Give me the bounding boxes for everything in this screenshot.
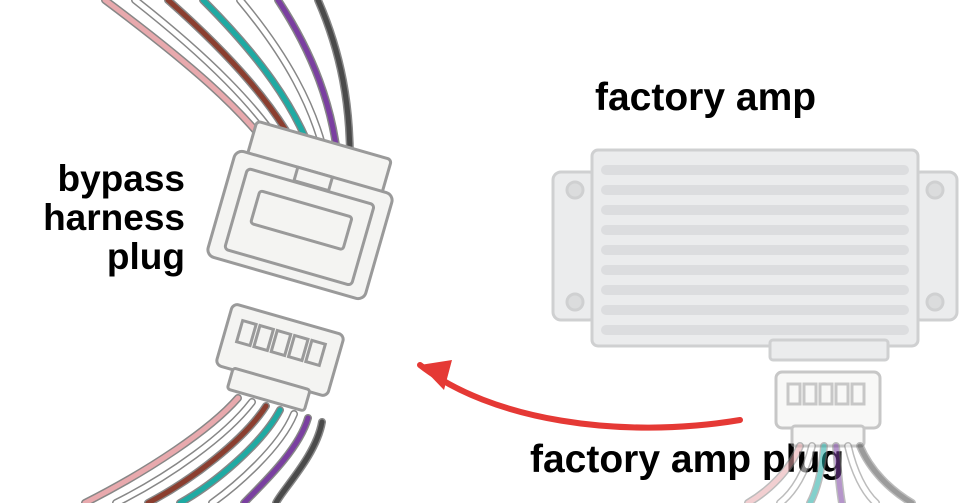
diagram-canvas: bypass harness plug factory amp factory … — [0, 0, 978, 503]
factory-wires — [748, 446, 912, 503]
bypass-connector-male — [210, 303, 345, 416]
factory-amp-group — [553, 150, 957, 360]
bypass-wires-bottom — [85, 398, 322, 503]
arrow-icon — [420, 360, 740, 428]
factory-amp-plug — [776, 372, 880, 446]
bypass-connector-female — [206, 118, 403, 301]
diagram-svg — [0, 0, 978, 503]
